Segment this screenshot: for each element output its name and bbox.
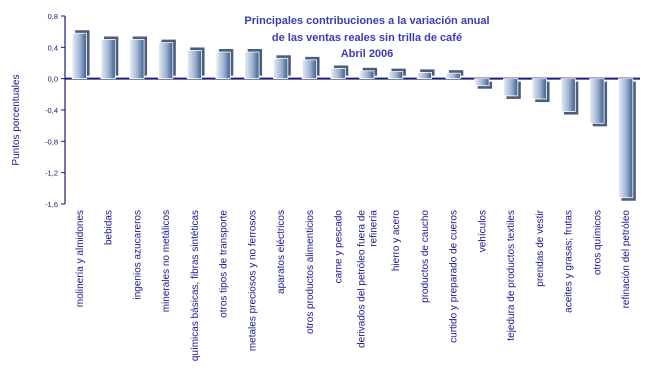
x-category-label: minerales no metálicos xyxy=(161,210,172,312)
x-category-label: otros químicos xyxy=(592,210,603,275)
bar xyxy=(186,50,202,80)
x-category-label: químicas básicas, fibras sintéticas xyxy=(190,210,201,361)
y-tick-label: 0,0 xyxy=(48,75,58,84)
y-tick-label: -0,4 xyxy=(45,106,58,115)
x-category-label: aparatos eléctricos xyxy=(276,210,287,294)
bar xyxy=(359,70,375,80)
x-category-label: molinería y almidones xyxy=(75,210,86,307)
x-category-label: otros tipos de transporte xyxy=(219,210,230,318)
x-category-label: metales preciosos y no ferrosos xyxy=(247,210,258,351)
x-category-label: productos de caucho xyxy=(420,210,431,303)
y-tick-label: -1,6 xyxy=(45,200,58,209)
bar xyxy=(388,71,404,80)
bar xyxy=(445,72,461,80)
bar xyxy=(416,72,432,80)
bar xyxy=(503,78,519,97)
bar xyxy=(129,39,145,80)
bar xyxy=(244,51,260,80)
x-category-label: curtido y preparado de cueros xyxy=(449,210,460,343)
bar xyxy=(158,42,174,80)
bar xyxy=(215,51,231,80)
bar xyxy=(560,78,576,112)
chart-title-line-2: de las ventas reales sin trilla de café xyxy=(272,32,462,44)
bar xyxy=(100,39,116,80)
bar xyxy=(330,68,346,80)
chart-title: Principales contribuciones a la variació… xyxy=(244,15,489,60)
y-tick-label: 0,8 xyxy=(48,12,58,21)
y-tick-label: -1,2 xyxy=(45,169,58,178)
x-category-label: derivados del petróleo fuera derefinería xyxy=(356,210,379,348)
chart-title-line-1: Principales contribuciones a la variació… xyxy=(244,15,489,27)
x-category-label: bebidas xyxy=(104,210,115,245)
bar xyxy=(71,32,87,80)
y-axis-title: Puntos porcentuales xyxy=(11,74,22,165)
x-category-label: otros productos alimenticios xyxy=(305,210,316,334)
x-category-label: aceites y grasas; frutas xyxy=(564,210,575,313)
x-category-label: hierro y acero xyxy=(391,210,402,272)
bar xyxy=(474,78,490,87)
y-tick-label: 0,4 xyxy=(48,43,58,52)
x-category-label: carne y pescado xyxy=(334,210,345,284)
y-tick-labels: 0,8 0,4 0,0 -0,4 -0,8 -1,2 -1,6 xyxy=(45,12,65,209)
x-category-label: prendas de vestir xyxy=(535,209,546,286)
bar xyxy=(301,59,317,80)
bars xyxy=(71,30,636,201)
bar xyxy=(618,78,634,199)
bar xyxy=(589,78,605,124)
x-category-label: ingenios azucareros xyxy=(132,210,143,300)
x-category-label: vehículos xyxy=(477,210,488,252)
y-tick-label: -0,8 xyxy=(45,137,58,146)
bar xyxy=(273,57,289,80)
x-category-labels: molinería y almidones bebidas ingenios azu… xyxy=(75,209,632,361)
bar xyxy=(531,78,547,100)
axes xyxy=(64,16,640,204)
x-category-label: tejedura de productos textiles xyxy=(506,210,517,341)
chart-title-line-3: Abril 2006 xyxy=(341,48,394,60)
x-category-label: refinación del petróleo xyxy=(621,210,632,309)
